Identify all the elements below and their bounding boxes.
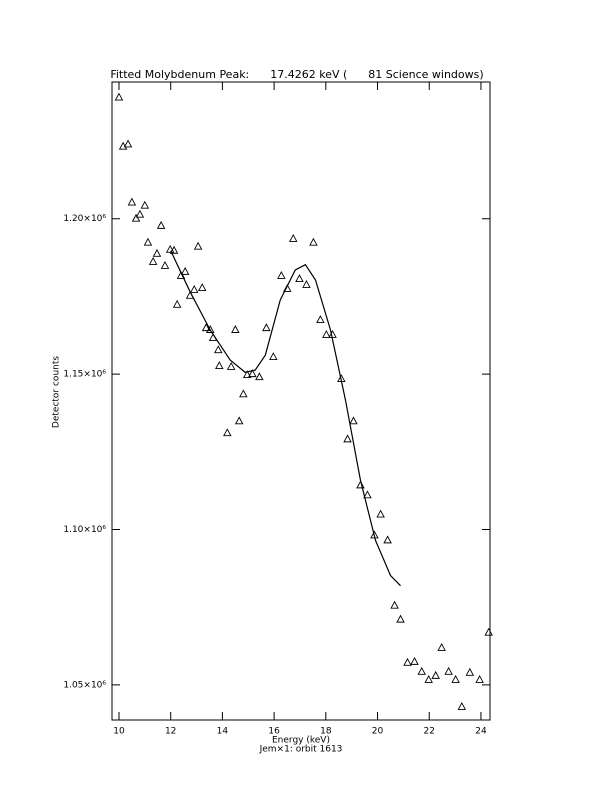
- data-point: [148, 256, 158, 265]
- data-point: [475, 674, 484, 683]
- data-point: [383, 535, 392, 544]
- data-point: [262, 323, 271, 332]
- y-axis-label: Detector counts: [52, 356, 62, 428]
- data-point: [140, 200, 150, 209]
- data-point: [410, 656, 419, 665]
- data-point: [165, 244, 175, 253]
- data-point: [376, 509, 385, 518]
- data-point: [390, 600, 399, 609]
- data-point: [277, 270, 286, 279]
- data-point: [451, 674, 460, 683]
- data-point: [242, 370, 252, 379]
- fit-line: [170, 250, 401, 587]
- data-point: [123, 139, 133, 148]
- data-point: [152, 248, 162, 257]
- plot-frame: [111, 81, 491, 721]
- data-point: [239, 389, 248, 398]
- data-point: [465, 667, 475, 676]
- data-point: [201, 323, 211, 332]
- x-tick-label: 22: [424, 727, 435, 737]
- data-point: [180, 266, 190, 275]
- x-tick-label: 24: [475, 727, 487, 737]
- data-point: [193, 241, 203, 250]
- data-point: [457, 701, 467, 710]
- data-point: [223, 428, 232, 437]
- x-tick-label: 18: [320, 727, 332, 737]
- chart-title: Fitted Molybdenum Peak: 17.4262 keV ( 81…: [110, 68, 483, 81]
- data-point: [248, 369, 257, 378]
- data-point: [437, 642, 446, 651]
- data-point: [349, 416, 358, 425]
- data-point: [269, 352, 278, 360]
- data-point: [343, 434, 352, 443]
- x-tick-label: 12: [165, 727, 176, 737]
- data-point: [322, 330, 331, 338]
- data-point: [417, 666, 426, 675]
- data-point: [160, 261, 170, 269]
- data-point: [127, 197, 137, 206]
- y-tick-label: 1.15×10⁶: [63, 370, 106, 380]
- data-point: [444, 666, 453, 675]
- x-tick-label: 14: [217, 727, 229, 737]
- data-point: [288, 233, 298, 242]
- data-point: [215, 361, 224, 369]
- subtitle: Jem×1: orbit 1613: [259, 745, 343, 755]
- data-point: [172, 299, 182, 308]
- data-point: [135, 209, 145, 218]
- data-point: [234, 416, 244, 425]
- data-point: [356, 480, 365, 489]
- x-tick-label: 20: [372, 727, 384, 737]
- data-point: [231, 325, 240, 333]
- data-point: [189, 284, 199, 293]
- data-point: [295, 274, 304, 282]
- data-point: [197, 283, 207, 291]
- data-point: [363, 490, 372, 499]
- data-point: [131, 213, 141, 222]
- x-tick-label: 10: [113, 727, 125, 737]
- y-tick-label: 1.10×10⁶: [63, 525, 106, 535]
- data-point: [431, 670, 440, 679]
- data-point: [114, 92, 124, 101]
- data-point: [302, 279, 311, 288]
- x-axis-label: Energy (keV): [272, 736, 330, 746]
- x-tick-label: 16: [268, 727, 280, 737]
- data-point: [403, 657, 412, 666]
- data-point: [169, 245, 179, 254]
- data-point: [255, 372, 264, 381]
- data-point: [316, 315, 325, 323]
- y-tick-label: 1.20×10⁶: [63, 214, 106, 224]
- data-point: [205, 325, 215, 333]
- y-tick-label: 1.05×10⁶: [63, 680, 106, 690]
- data-point: [214, 345, 223, 354]
- data-point: [309, 237, 318, 246]
- data-point: [396, 614, 405, 623]
- data-point: [484, 627, 493, 636]
- data-point: [156, 220, 166, 229]
- data-point: [143, 237, 153, 246]
- data-point: [424, 674, 433, 683]
- data-point: [226, 362, 236, 370]
